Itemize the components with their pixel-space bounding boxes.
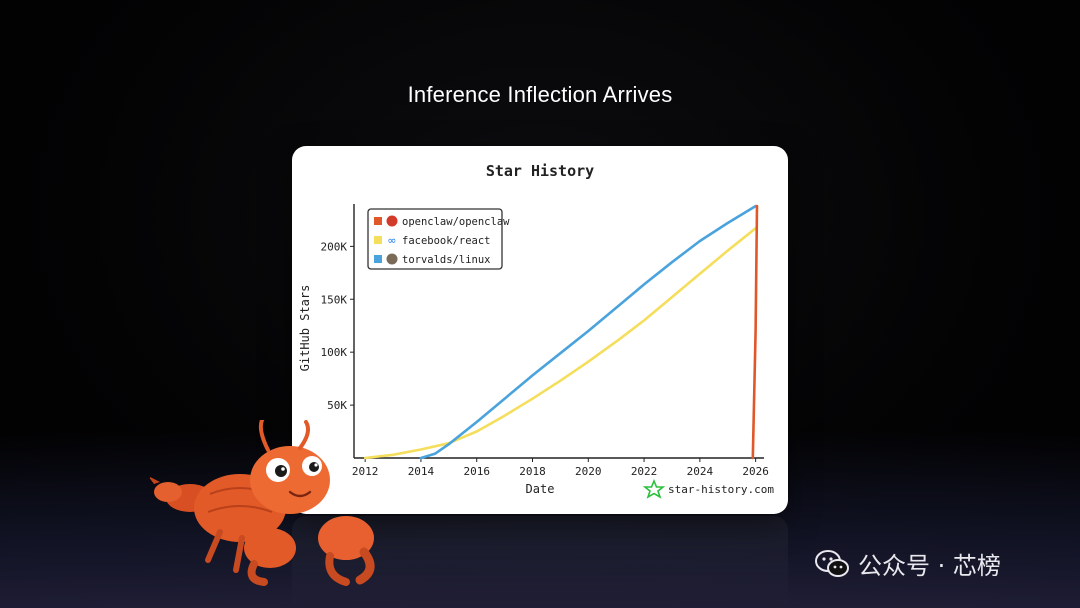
chart-title: Star History	[486, 162, 594, 180]
x-tick-label: 2014	[408, 465, 435, 478]
lobster-mascot	[150, 420, 375, 586]
star-history-chart: Star History GitHub Stars Date 2012 2014 2…	[298, 162, 774, 499]
wechat-icon	[815, 549, 849, 577]
brand-text: star-history.com	[668, 483, 774, 496]
y-axis-label: GitHub Stars	[298, 285, 312, 372]
legend-item-react: ∞ facebook/react	[374, 234, 491, 247]
legend-swatch-openclaw	[374, 217, 382, 225]
x-tick-label: 2022	[631, 465, 658, 478]
y-tick-label: 100K	[321, 346, 348, 359]
x-tick-label: 2012	[352, 465, 379, 478]
series-line-linux	[419, 204, 757, 460]
star-history-brand: star-history.com	[642, 478, 774, 499]
x-ticks: 2012 2014 2016 2018 2020 2022 2024 2026	[352, 458, 769, 478]
series-line-react	[363, 227, 757, 460]
x-axis-label: Date	[526, 482, 555, 496]
card-reflection	[292, 516, 788, 608]
meta-icon: ∞	[387, 234, 396, 247]
torvalds-avatar-icon	[386, 253, 398, 265]
y-tick-label: 50K	[327, 399, 347, 412]
y-ticks: 50K 100K 150K 200K	[321, 240, 354, 412]
x-tick-label: 2016	[463, 465, 490, 478]
legend-label-openclaw: openclaw/openclaw	[402, 216, 510, 228]
openclaw-avatar-icon	[386, 215, 398, 227]
legend-swatch-linux	[374, 255, 382, 263]
legend-label-react: facebook/react	[402, 235, 491, 247]
wechat-watermark: 公众号 · 芯榜	[814, 546, 1001, 581]
legend-swatch-react	[374, 236, 382, 244]
y-tick-label: 200K	[321, 240, 348, 253]
slide-title: Inference Inflection Arrives	[407, 82, 673, 107]
legend-label-linux: torvalds/linux	[402, 254, 491, 266]
y-tick-label: 150K	[321, 293, 348, 306]
x-tick-label: 2026	[742, 465, 769, 478]
legend-box	[367, 208, 503, 270]
legend-item-openclaw: openclaw/openclaw	[374, 215, 510, 228]
x-tick-label: 2024	[687, 465, 714, 478]
star-icon	[642, 478, 666, 499]
legend-item-linux: torvalds/linux	[374, 253, 491, 266]
x-tick-label: 2018	[519, 465, 546, 478]
series-line-openclaw	[751, 204, 759, 460]
x-tick-label: 2020	[575, 465, 602, 478]
chart-card: Star History GitHub Stars Date 2012 2014 2…	[292, 146, 788, 514]
legend: openclaw/openclaw ∞ facebook/react torva…	[367, 208, 510, 270]
series-lines	[363, 204, 759, 460]
watermark-text: 公众号 · 芯榜	[858, 552, 1001, 580]
